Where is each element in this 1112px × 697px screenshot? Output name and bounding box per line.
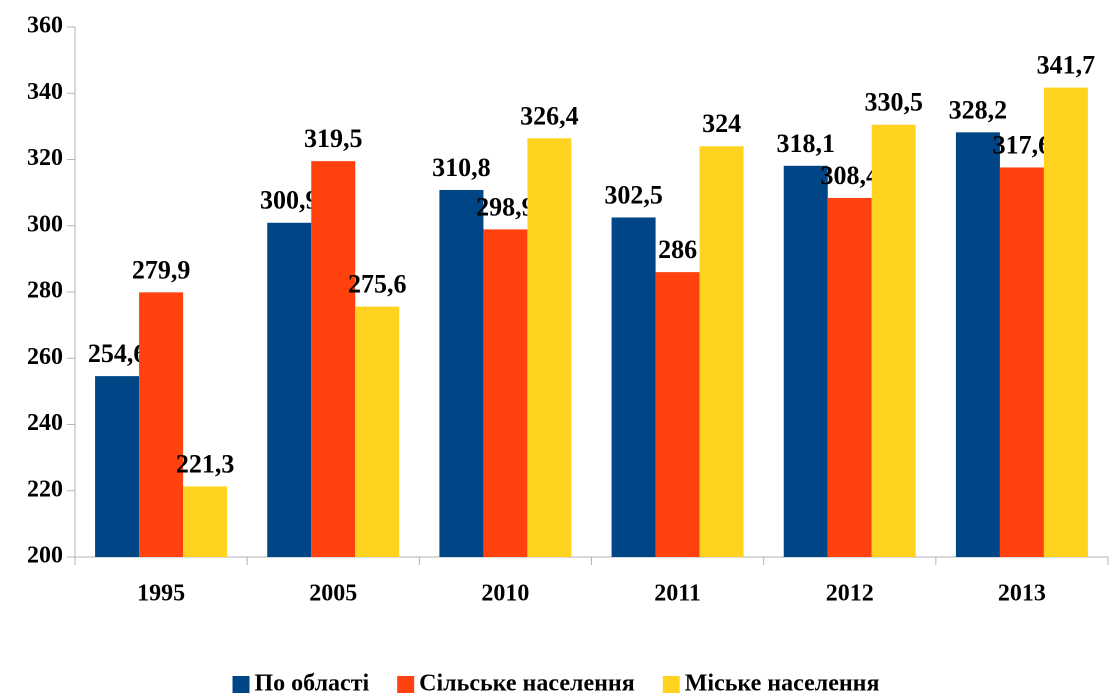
value-label: 341,7 [1037, 51, 1096, 80]
value-label: 326,4 [520, 101, 579, 130]
y-tick-label: 280 [27, 278, 63, 304]
value-label: 298,9 [476, 192, 535, 221]
value-label: 317,6 [993, 130, 1052, 159]
y-tick-label: 240 [27, 410, 63, 436]
bar [267, 222, 312, 558]
bar [311, 161, 356, 557]
value-label: 324 [702, 109, 741, 138]
value-label: 279,9 [132, 255, 191, 284]
x-tick-label: 2005 [309, 581, 357, 607]
y-tick-label: 220 [27, 476, 63, 502]
legend-swatch [397, 676, 415, 693]
value-label: 310,8 [432, 153, 491, 182]
legend-label: По області [255, 671, 370, 697]
y-tick-label: 200 [27, 543, 63, 569]
legend-label: Міське населення [685, 671, 880, 697]
legend-label: Сільське населення [419, 671, 635, 697]
bar [527, 138, 572, 558]
bar [871, 124, 916, 557]
x-tick-label: 2010 [481, 581, 529, 607]
value-label: 328,2 [949, 95, 1008, 124]
y-tick-label: 360 [27, 13, 63, 39]
y-tick-label: 320 [27, 145, 63, 171]
bar [955, 132, 1000, 557]
value-label: 300,9 [260, 186, 319, 215]
value-label: 330,5 [865, 88, 924, 117]
bar [183, 486, 228, 557]
bar [439, 189, 484, 557]
value-label: 308,4 [821, 161, 880, 190]
x-tick-label: 2012 [826, 581, 874, 607]
bar [783, 165, 828, 557]
x-tick-label: 2013 [998, 581, 1046, 607]
value-label: 318,1 [777, 129, 836, 158]
y-tick-label: 340 [27, 79, 63, 105]
x-tick-label: 1995 [137, 581, 185, 607]
value-label: 319,5 [304, 124, 363, 153]
legend-swatch [662, 676, 680, 693]
bar [611, 217, 656, 557]
bar [355, 306, 400, 557]
x-tick-label: 2011 [654, 581, 701, 607]
bar [483, 229, 528, 558]
bar [1043, 87, 1088, 558]
value-label: 254,6 [88, 339, 147, 368]
value-label: 302,5 [604, 180, 663, 209]
bar [827, 197, 872, 558]
bar [139, 292, 184, 557]
bar [999, 167, 1044, 557]
y-tick-label: 260 [27, 344, 63, 370]
value-label: 221,3 [176, 449, 235, 478]
bar [699, 146, 744, 557]
legend-swatch [232, 676, 250, 693]
value-label: 275,6 [348, 270, 407, 299]
bar [95, 376, 140, 557]
y-tick-label: 300 [27, 211, 63, 237]
value-label: 286 [658, 235, 697, 264]
bar [655, 272, 700, 557]
